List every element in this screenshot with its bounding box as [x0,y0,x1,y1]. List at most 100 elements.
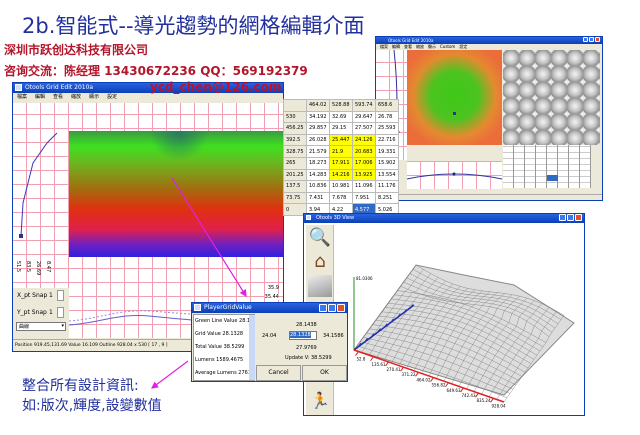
table-row: 265 18.273 17.911 17.006 15.902 [283,156,399,170]
menu-item[interactable]: 縮放 [71,94,82,100]
maximize-button[interactable] [567,214,574,221]
table-cell[interactable]: 13.925 [352,168,376,182]
x-snap-spinner[interactable] [57,290,64,301]
table-cell[interactable]: 14.216 [329,168,353,182]
table-cell[interactable]: 17.006 [352,156,376,170]
list-item[interactable]: Green Line Value 28.1328 [195,318,255,324]
list-item[interactable]: Lumens 1589.4675 [195,357,244,363]
table-cell[interactable]: 27.507 [352,122,376,135]
menu-item[interactable]: 設定 [107,94,118,100]
ok-button[interactable]: OK [302,365,347,381]
y-tick [377,328,381,333]
table-cell[interactable]: 14.283 [306,168,330,182]
table-cell[interactable]: 21.9 [329,145,353,158]
snap-panel: X_pt Snap 1 Y_pt Snap 1 曲線 ▾ [13,288,69,338]
x-tick-label: 464.02 [417,377,431,382]
row-header: 201.25 [283,168,307,182]
maximize-button[interactable] [328,304,336,312]
selected-cell[interactable] [547,175,558,181]
window-title: Otools 3D View [316,215,355,221]
mode-select[interactable]: 曲線 ▾ [16,322,66,331]
x-tick-label: 835.24 [477,398,491,403]
table-cell[interactable]: 19.331 [375,145,399,158]
table-cell[interactable]: 10.981 [329,180,353,193]
minimize-button[interactable] [319,304,327,312]
mesh-line [394,294,544,347]
minimize-button[interactable] [583,37,588,42]
menu-item[interactable]: 編輯 [35,94,46,100]
surface-icon[interactable] [308,275,332,297]
table-cell[interactable]: 7.951 [352,191,376,205]
zoom-icon[interactable]: 🔍 [308,227,332,248]
3d-surface-plot[interactable]: 81.0306 52.8 135.61270.41371.22464.02556.… [334,225,584,415]
table-cell[interactable]: 21.579 [306,145,330,158]
hex-value-table [503,145,591,188]
list-item[interactable]: Grid Value 28.1328 [195,331,244,337]
value-table: 464.02 528.88 593.74 658.6 530 34.192 32.69 29.… [283,99,399,216]
table-cell[interactable]: 25.593 [375,122,399,135]
x-tick [355,351,359,356]
scrollbar[interactable] [249,315,255,380]
close-button[interactable] [575,214,582,221]
menu-item[interactable]: 縮放 [416,44,424,49]
title-bar: Otools Grid Edit 2010a [376,37,602,44]
table-cell[interactable]: 34.192 [306,110,330,124]
list-item[interactable]: Average Lumens 2761.5062 [195,370,254,376]
table-cell[interactable]: 29.857 [306,122,330,135]
y-snap-spinner[interactable] [57,307,64,318]
cancel-button[interactable]: Cancel [256,365,301,381]
table-cell[interactable]: 29.15 [329,122,353,135]
close-button[interactable] [595,37,600,42]
x-profile-panel [406,161,503,189]
table-cell[interactable]: 25.447 [329,133,353,147]
menu-item[interactable]: 顯示 [89,94,100,100]
menu-item[interactable]: 檔案 [17,94,28,100]
value-list[interactable]: Green Line Value 28.1328 Grid Value 28.13… [193,314,255,381]
menu-item[interactable]: 編輯 [392,44,400,49]
title-bar: Otools Grid Edit 2010a [13,83,283,93]
luminance-heatmap[interactable] [69,131,283,257]
maximize-button[interactable] [589,37,594,42]
table-cell[interactable]: 11.096 [352,180,376,193]
column-header: 593.74 [352,99,376,112]
x-tick-label: 270.41 [387,367,401,372]
table-cell[interactable]: 26.028 [306,133,330,147]
close-button[interactable] [337,304,345,312]
table-cell[interactable]: 15.902 [375,156,399,170]
mesh-line [381,311,532,364]
table-cell[interactable]: 13.554 [375,168,399,182]
table-cell[interactable]: 17.911 [329,156,353,170]
x-tick [430,377,434,382]
y-tick [396,313,401,319]
contact-info: 咨询交流：陈经理 13430672236 QQ：569192379 [4,64,308,78]
home-icon[interactable]: ⌂ [314,251,326,272]
menu-item[interactable]: 查看 [404,44,412,49]
table-cell[interactable]: 7.431 [306,191,330,205]
table-cell[interactable]: 11.176 [375,180,399,193]
table-cell[interactable]: 22.716 [375,133,399,147]
menu-item[interactable]: 查看 [53,94,64,100]
menu-item[interactable]: 檔案 [380,44,388,49]
table-cell[interactable]: 10.836 [306,180,330,193]
runner-icon[interactable]: 🏃 [310,391,330,410]
title-bar: Otools 3D View [304,214,584,223]
table-cell[interactable]: 20.683 [352,145,376,158]
app-icon [194,304,201,311]
menu-item[interactable]: 顯示 [428,44,436,49]
center-value-input[interactable]: 28.1328 [289,331,317,340]
menu-item[interactable]: Custom [440,44,456,49]
table-cell[interactable]: 7.678 [329,191,353,205]
hex-luminance-pattern[interactable] [503,50,600,145]
minimize-button[interactable] [559,214,566,221]
table-cell[interactable]: 29.647 [352,110,376,124]
table-cell[interactable]: 26.78 [375,110,399,124]
table-cell[interactable]: 32.69 [329,110,353,124]
menu-item[interactable]: 設定 [459,44,468,49]
table-cell[interactable]: 18.273 [306,156,330,170]
orange-green-heatmap[interactable] [407,50,502,145]
x-snap-value[interactable]: 1 [49,292,53,299]
y-snap-value[interactable]: 1 [49,309,53,316]
list-item[interactable]: Total Value 38.5299 [195,344,245,350]
table-cell[interactable]: 24.126 [352,133,376,147]
table-cell[interactable]: 8.251 [375,191,399,205]
